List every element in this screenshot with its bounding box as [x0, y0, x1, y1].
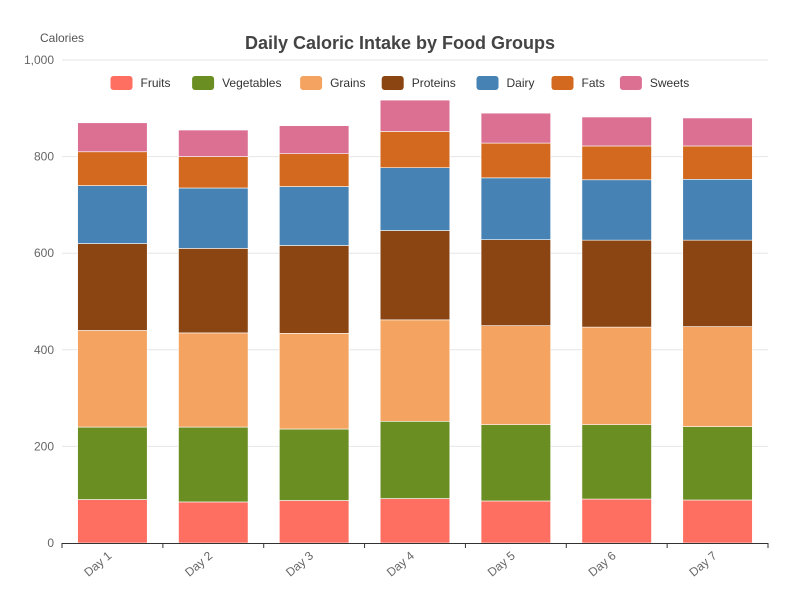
bar-segment-proteins[interactable]: [480, 239, 551, 326]
y-tick-label: 600: [34, 246, 54, 260]
bar-segment-grains[interactable]: [379, 319, 451, 422]
y-tick-label: 800: [34, 150, 54, 164]
y-tick-label: 0: [47, 536, 54, 550]
bar-segment-vegetables[interactable]: [682, 426, 753, 501]
bar-segment-fruits[interactable]: [178, 501, 249, 544]
bar-segment-sweets[interactable]: [77, 122, 148, 153]
y-tick-label: 200: [34, 439, 54, 453]
legend-label: Fruits: [141, 76, 171, 90]
bar-segment-sweets[interactable]: [279, 125, 350, 155]
legend-item-vegetables[interactable]: Vegetables: [192, 76, 281, 90]
bar-segment-proteins[interactable]: [279, 245, 350, 334]
chart-title: Daily Caloric Intake by Food Groups: [245, 33, 555, 53]
bar-segment-vegetables[interactable]: [279, 428, 350, 501]
bar-segment-proteins[interactable]: [581, 239, 652, 328]
bar-segment-sweets[interactable]: [480, 112, 551, 144]
legend-swatch: [619, 76, 642, 90]
bar-segment-grains[interactable]: [279, 333, 350, 430]
bar-segment-vegetables[interactable]: [581, 424, 652, 500]
legend-swatch: [192, 76, 215, 90]
bar-segment-fats[interactable]: [581, 145, 652, 181]
legend-swatch: [300, 76, 323, 90]
bar-segment-proteins[interactable]: [682, 239, 753, 327]
legend-swatch: [551, 76, 574, 90]
bar-segment-fats[interactable]: [279, 153, 350, 187]
bar-segment-sweets[interactable]: [682, 117, 753, 147]
bar-segment-vegetables[interactable]: [480, 424, 551, 502]
x-tick-label: Day 5: [485, 548, 518, 579]
bar-segment-grains[interactable]: [581, 326, 652, 425]
legend-item-dairy[interactable]: Dairy: [476, 76, 535, 90]
bar-segment-proteins[interactable]: [77, 243, 148, 331]
legend-swatch: [110, 76, 133, 90]
legend-label: Vegetables: [222, 76, 281, 90]
x-tick-label: Day 1: [81, 548, 114, 579]
x-tick-label: Day 6: [586, 548, 619, 579]
bar-segment-dairy[interactable]: [480, 177, 551, 240]
bars-layer: [77, 99, 753, 544]
bar-segment-fruits[interactable]: [279, 500, 350, 544]
bar-segment-sweets[interactable]: [581, 116, 652, 147]
legend-item-fats[interactable]: Fats: [551, 76, 605, 90]
bar-segment-fruits[interactable]: [682, 499, 753, 544]
bar-segment-vegetables[interactable]: [178, 426, 249, 503]
bar-segment-fats[interactable]: [480, 142, 551, 179]
bar-segment-fruits[interactable]: [77, 499, 148, 544]
y-tick-label: 1,000: [24, 53, 54, 67]
y-axis-label: Calories: [40, 31, 84, 45]
legend-label: Fats: [582, 76, 605, 90]
y-tick-label: 400: [34, 343, 54, 357]
bar-segment-fruits[interactable]: [379, 498, 451, 544]
bar-segment-grains[interactable]: [682, 326, 753, 427]
bar-segment-grains[interactable]: [178, 332, 249, 428]
legend-swatch: [381, 76, 404, 90]
bar-segment-fruits[interactable]: [581, 498, 652, 544]
legend-swatch: [476, 76, 499, 90]
bar-segment-proteins[interactable]: [379, 230, 451, 321]
x-tick-label: Day 2: [182, 548, 215, 579]
bar-segment-grains[interactable]: [480, 325, 551, 425]
bar-segment-dairy[interactable]: [77, 185, 148, 244]
x-tick-label: Day 7: [686, 548, 719, 579]
bar-segment-vegetables[interactable]: [77, 426, 148, 500]
bar-segment-fruits[interactable]: [480, 500, 551, 544]
bar-segment-sweets[interactable]: [379, 99, 451, 132]
bar-segment-fats[interactable]: [682, 145, 753, 180]
legend: Fruits Vegetables Grains Proteins Dairy Fats S…: [110, 76, 689, 90]
bar-segment-dairy[interactable]: [379, 167, 451, 231]
bar-segment-sweets[interactable]: [178, 129, 249, 157]
bar-segment-dairy[interactable]: [682, 179, 753, 241]
bar-segment-fats[interactable]: [379, 131, 451, 169]
x-tick-label: Day 3: [283, 548, 316, 579]
legend-item-sweets[interactable]: Sweets: [619, 76, 689, 90]
bar-segment-fats[interactable]: [77, 151, 148, 186]
x-tick-label: Day 4: [384, 548, 417, 579]
bar-segment-dairy[interactable]: [581, 179, 652, 241]
bar-segment-vegetables[interactable]: [379, 420, 451, 499]
bar-segment-grains[interactable]: [77, 330, 148, 428]
bar-segment-fats[interactable]: [178, 156, 249, 189]
legend-item-fruits[interactable]: Fruits: [110, 76, 171, 90]
legend-item-proteins[interactable]: Proteins: [381, 76, 456, 90]
legend-label: Grains: [330, 76, 365, 90]
legend-label: Sweets: [650, 76, 689, 90]
bar-segment-dairy[interactable]: [178, 187, 249, 249]
bar-segment-proteins[interactable]: [178, 248, 249, 334]
legend-label: Proteins: [412, 76, 456, 90]
legend-item-grains[interactable]: Grains: [300, 76, 365, 90]
bar-segment-dairy[interactable]: [279, 186, 350, 246]
legend-label: Dairy: [507, 76, 535, 90]
